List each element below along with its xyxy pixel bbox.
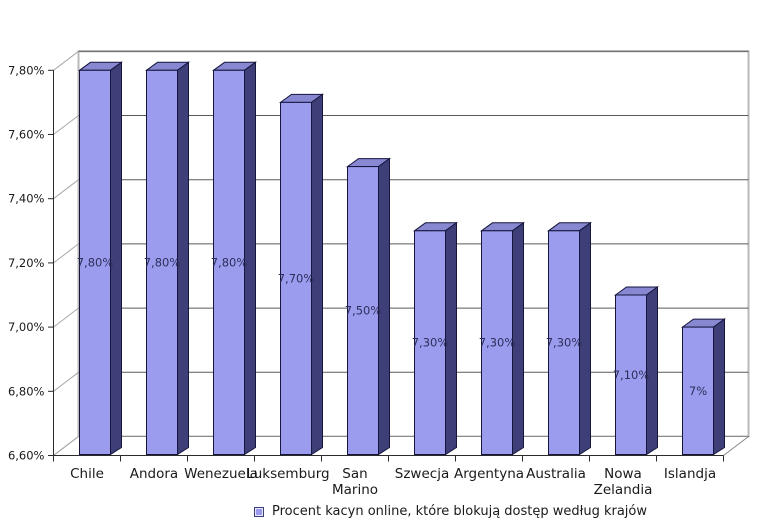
axis-guide-diagonal <box>53 436 79 456</box>
bar-value-label: 7,80% <box>144 255 181 269</box>
bar-value-label: 7% <box>689 384 707 398</box>
y-axis-label: 7,00% <box>8 320 45 334</box>
y-axis-label: 6,60% <box>8 449 45 463</box>
bar-value-label: 7,30% <box>546 336 583 350</box>
bar-value-label: 7,30% <box>479 336 516 350</box>
bar <box>280 101 312 456</box>
axis-guide-diagonal <box>53 115 79 135</box>
axis-guide-diagonal <box>53 371 79 392</box>
bar <box>347 166 379 455</box>
x-axis-category-label: Islandja <box>664 466 716 482</box>
x-axis-category-label: San <box>342 466 367 482</box>
bar-value-label: 7,10% <box>613 368 650 382</box>
bar-value-label: 7,80% <box>211 255 248 269</box>
y-axis-label: 7,40% <box>8 192 45 206</box>
x-axis-category-label: Zelandia <box>594 482 653 498</box>
legend: Procent kacyn online, które blokują dost… <box>254 504 647 519</box>
bar <box>414 230 446 455</box>
x-axis-category-label: Argentyna <box>454 466 524 482</box>
x-axis-category-label: Luksemburg <box>246 466 329 482</box>
x-axis-category-label: Marino <box>332 482 378 498</box>
x-axis-category-label: Andora <box>130 466 178 482</box>
bar <box>79 69 111 456</box>
axis-guide-diagonal <box>53 179 79 200</box>
y-axis-label: 6,80% <box>8 384 45 398</box>
y-axis-label: 7,60% <box>8 128 45 142</box>
bar-value-label: 7,70% <box>278 271 315 285</box>
bar <box>548 230 580 455</box>
y-axis-label: 7,20% <box>8 256 45 270</box>
axis-guide-diagonal <box>53 243 79 264</box>
bar <box>682 326 714 456</box>
bar-value-label: 7,50% <box>345 304 382 318</box>
x-axis-category-label: Nowa <box>604 466 642 482</box>
x-axis-category-label: Australia <box>526 466 586 482</box>
axis-guide-diagonal <box>53 50 79 71</box>
bar-value-label: 7,30% <box>412 336 449 350</box>
bar-value-label: 7,80% <box>77 255 114 269</box>
x-axis-category-label: Chile <box>70 466 104 482</box>
x-axis-category-label: Wenezuela <box>184 466 258 482</box>
y-axis-label: 7,80% <box>8 63 45 77</box>
legend-series-marker-icon <box>254 506 264 517</box>
bar <box>481 230 513 455</box>
bar <box>615 294 647 455</box>
axis-guide-diagonal <box>53 307 79 328</box>
x-axis-category-label: Szwecja <box>395 466 449 482</box>
bar-side-face <box>713 318 725 456</box>
bar <box>146 69 178 456</box>
bar <box>213 69 245 456</box>
legend-label: Procent kacyn online, które blokują dost… <box>272 504 647 519</box>
